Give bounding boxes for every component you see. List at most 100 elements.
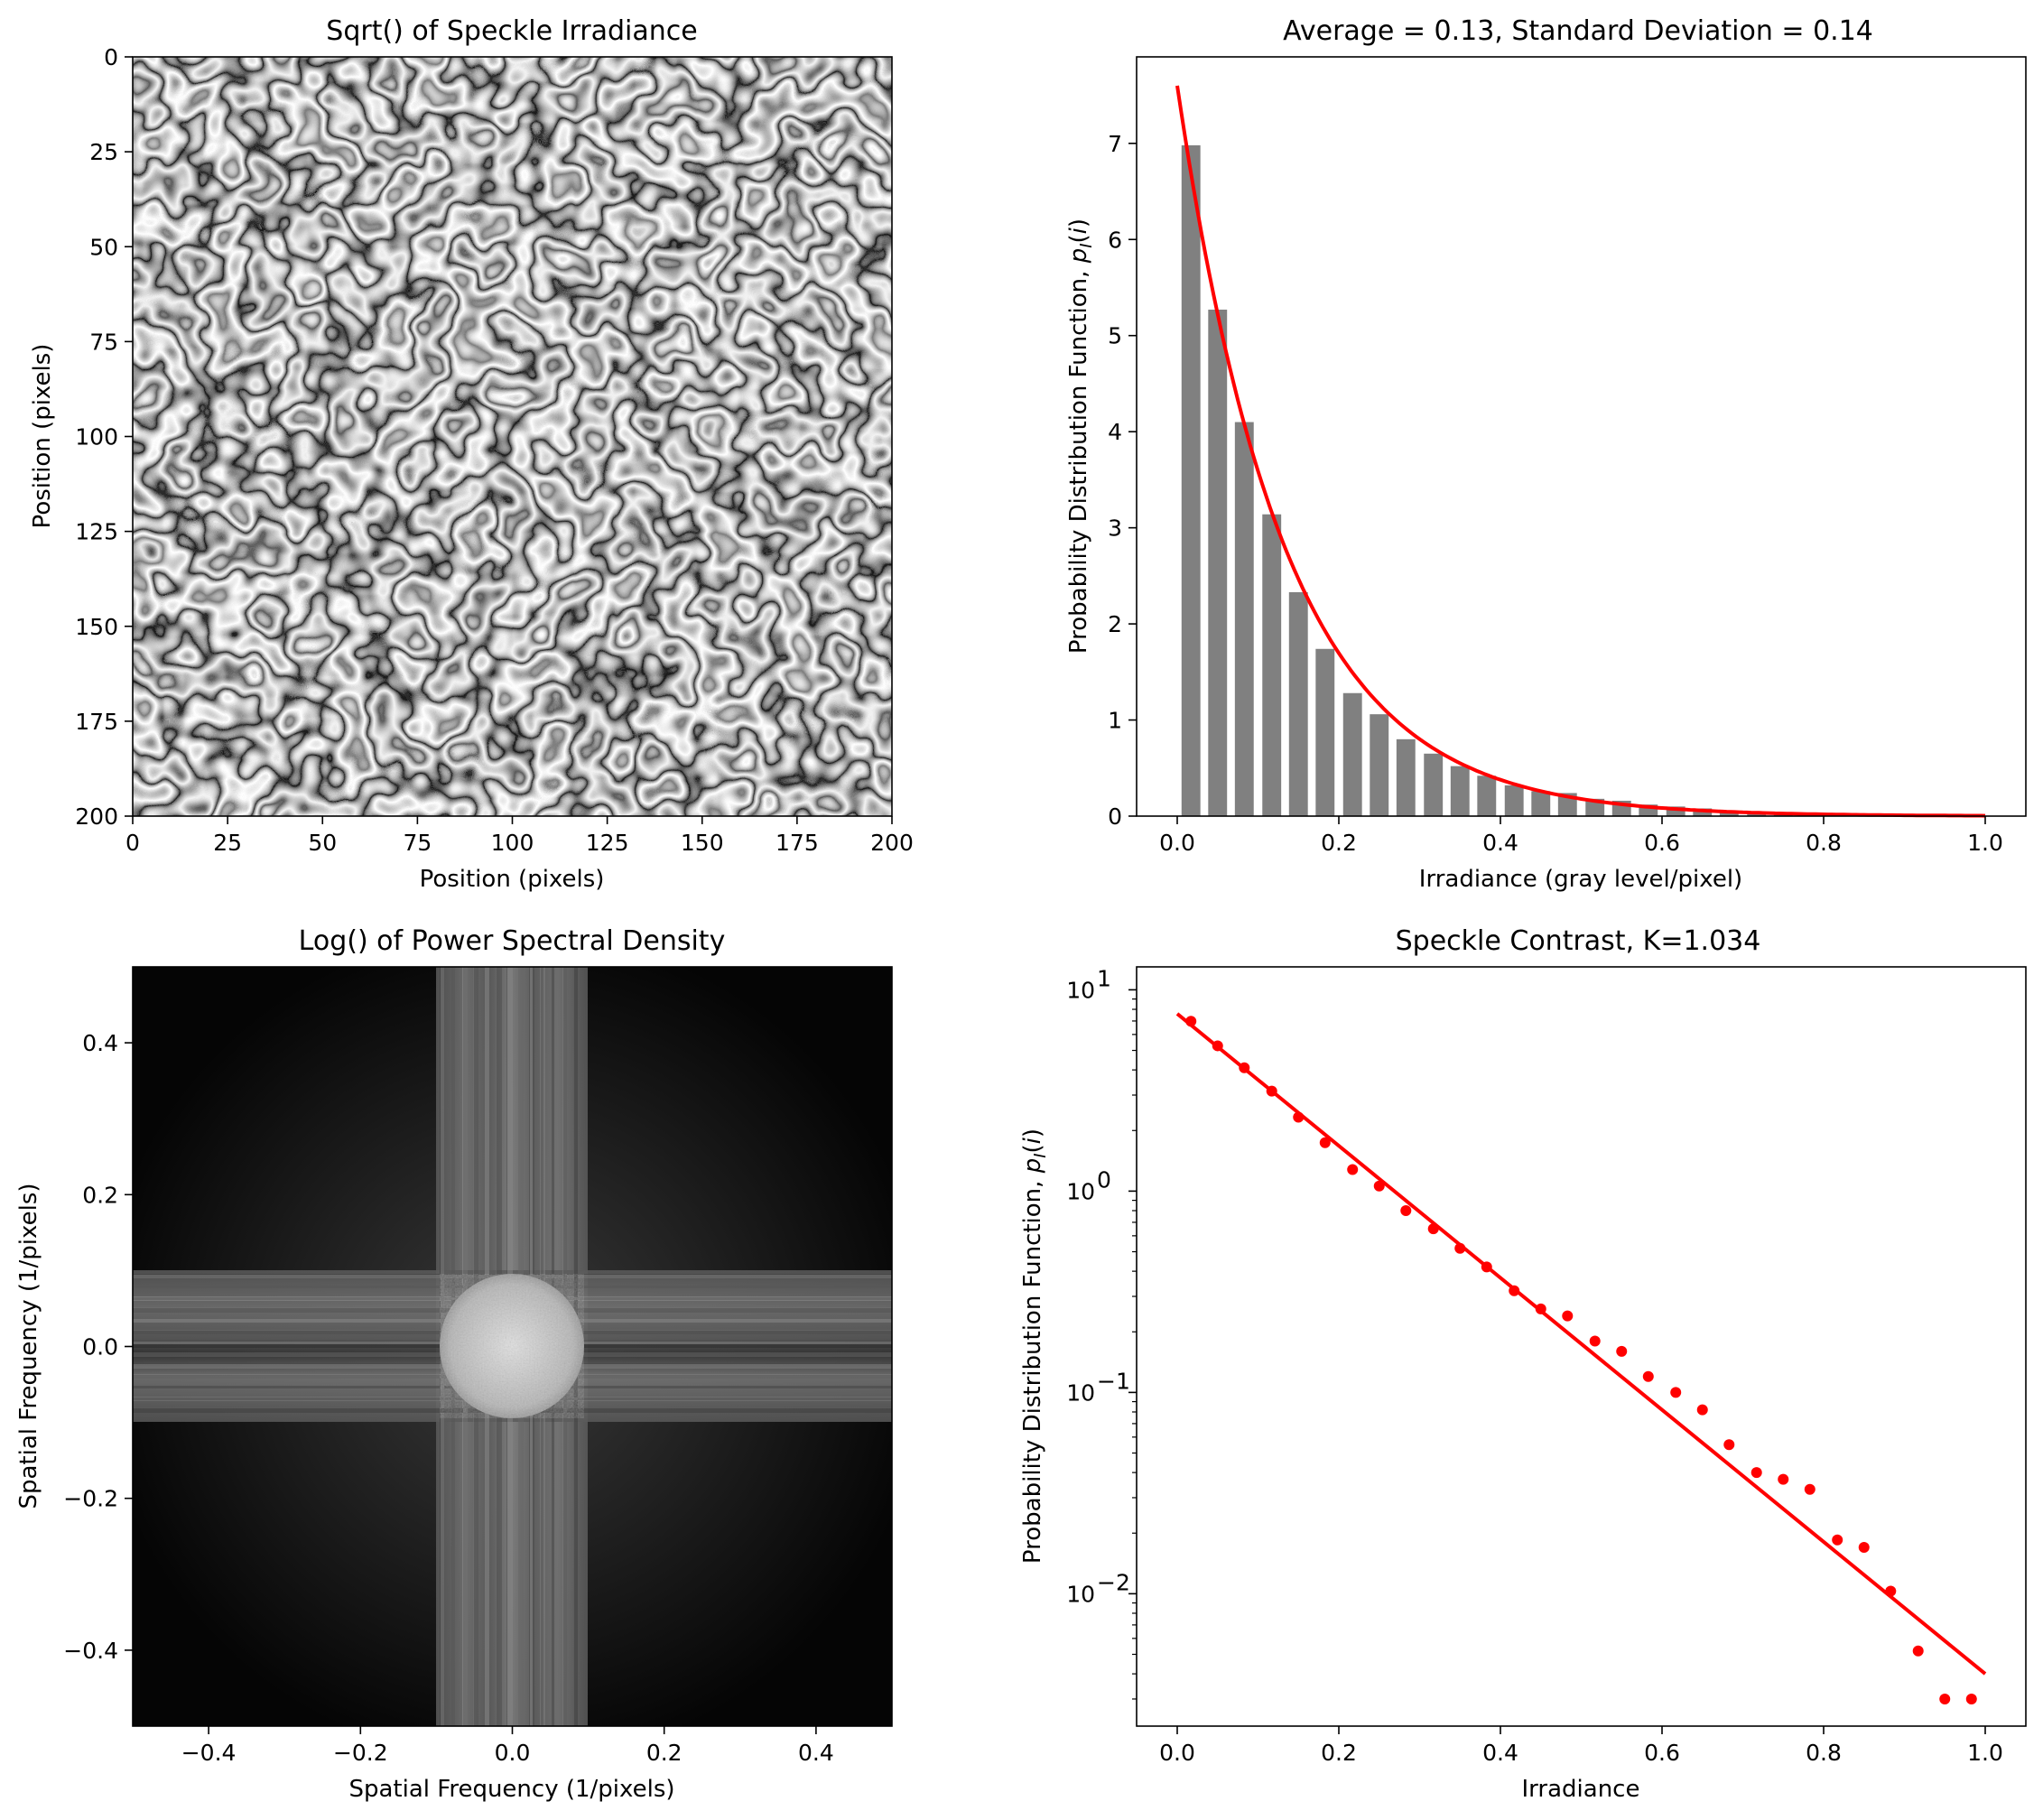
panel1-y-tick-label: 25 [89, 139, 118, 165]
panel1-y-tick-label: 200 [75, 803, 118, 830]
panel1-x-tick-label: 50 [308, 830, 337, 856]
histogram-bars [1181, 144, 1982, 817]
scatter-point [1696, 1404, 1708, 1416]
panel4-y-tick-label: 10 [1066, 1178, 1095, 1204]
scatter-point [1212, 1040, 1223, 1052]
scatter-point [1616, 1345, 1628, 1357]
histogram-bar [1315, 648, 1335, 816]
panel4-x-ticks: 0.0 0.2 0.4 0.6 0.8 1.0 [1159, 1726, 2003, 1766]
panel1-x-tick-label: 100 [491, 830, 534, 856]
panel1-x-tick-label: 125 [586, 830, 629, 856]
histogram-bar [1424, 753, 1444, 816]
panel1-ylabel: Position (pixels) [29, 344, 56, 529]
panel2-x-tick-label: 0.6 [1644, 830, 1680, 856]
panel2-y-tick-label: 6 [1108, 227, 1122, 253]
panel1-x-tick-label: 25 [213, 830, 242, 856]
scatter-point [1454, 1242, 1466, 1254]
panel4-minor-ticks [1132, 998, 1137, 1700]
panel4-title: Speckle Contrast, K=1.034 [1396, 925, 1761, 957]
histogram-bar [1181, 144, 1201, 817]
histogram-bar [1288, 591, 1308, 816]
panel3-y-ticks: 0.4 0.2 0.0 −0.2 −0.4 [63, 1030, 133, 1664]
panel4-x-tick-label: 0.8 [1806, 1740, 1842, 1766]
panel1-x-tick-label: 0 [125, 830, 140, 856]
panel4-x-tick-label: 0.6 [1644, 1740, 1680, 1766]
panel2-x-tick-label: 0.8 [1806, 830, 1842, 856]
scatter-point [1589, 1335, 1601, 1347]
panel4-y-tick-label: 10 [1066, 1379, 1095, 1406]
panel3-x-tick-label: 0.0 [495, 1740, 531, 1766]
panel2-ylabel: Probability Distribution Function, pI(i) [1065, 218, 1096, 654]
panel4-y-tick-exponent: −1 [1097, 1368, 1130, 1394]
scatter-point [1373, 1180, 1385, 1192]
scatter-point [1939, 1693, 1951, 1704]
histogram-bar [1208, 309, 1228, 816]
histogram-fit-curve [1175, 85, 1986, 818]
panel1-x-tick-label: 200 [870, 830, 914, 856]
panel-power-spectral-density: Log() of Power Spectral Density −0.4 −0.2… [15, 925, 893, 1803]
panel1-x-tick-label: 175 [775, 830, 819, 856]
panel4-x-tick-label: 1.0 [1967, 1740, 2003, 1766]
panel3-y-tick-label: −0.2 [63, 1486, 118, 1512]
panel2-y-tick-label: 7 [1108, 131, 1122, 157]
scatter-point [1642, 1370, 1654, 1382]
scatter-point [1400, 1205, 1412, 1217]
scatter-point [1912, 1645, 1924, 1657]
panel3-x-tick-label: −0.4 [181, 1740, 237, 1766]
scatter-points [1185, 1016, 1977, 1704]
panel4-xlabel: Irradiance [1522, 1776, 1640, 1803]
scatter-point [1858, 1541, 1870, 1553]
panel2-x-ticks: 0.0 0.2 0.4 0.6 0.8 1.0 [1159, 816, 2003, 856]
panel3-y-tick-label: 0.4 [82, 1030, 118, 1056]
panel1-y-tick-label: 0 [104, 44, 118, 70]
panel3-x-tick-label: −0.2 [333, 1740, 388, 1766]
panel-speckle-contrast: Speckle Contrast, K=1.034 0.0 0.2 0.4 0.6 0.… [1019, 925, 2027, 1803]
histogram-bar [1450, 766, 1470, 816]
panel3-y-tick-label: −0.4 [63, 1638, 118, 1664]
scatter-point [1481, 1261, 1492, 1273]
panel4-y-tick-label: 10 [1066, 1581, 1095, 1607]
panel-speckle-irradiance: Sqrt() of Speckle Irradiance 0 25 50 75 100 1… [29, 15, 914, 893]
panel4-ylabel: Probability Distribution Function, pI(i) [1019, 1128, 1050, 1564]
panel1-x-tick-label: 150 [681, 830, 724, 856]
panel3-x-ticks: −0.4 −0.2 0.0 0.2 0.4 [181, 1726, 834, 1766]
scatter-point [1319, 1137, 1331, 1148]
panel2-x-tick-label: 0.4 [1482, 830, 1518, 856]
panel4-y-tick-exponent: −2 [1097, 1569, 1130, 1595]
panel2-y-tick-label: 0 [1108, 803, 1122, 830]
panel1-xlabel: Position (pixels) [420, 866, 605, 893]
panel1-y-tick-label: 75 [89, 329, 118, 355]
panel2-title: Average = 0.13, Standard Deviation = 0.1… [1283, 15, 1873, 47]
panel1-y-ticks: 0 25 50 75 100 125 150 175 200 [75, 44, 133, 830]
panel4-y-tick-exponent: 1 [1097, 965, 1111, 991]
scatter-point [1804, 1483, 1815, 1495]
fit-line [1175, 1012, 1987, 1676]
panel4-y-tick-label: 10 [1066, 977, 1095, 1003]
scatter-point [1562, 1310, 1574, 1322]
scatter-point [1535, 1303, 1546, 1314]
panel3-y-tick-label: 0.0 [82, 1334, 118, 1360]
scatter-point [1427, 1223, 1439, 1235]
panel1-y-tick-label: 175 [75, 709, 118, 735]
panel4-y-tick-exponent: 0 [1097, 1166, 1111, 1193]
panel4-x-tick-label: 0.4 [1482, 1740, 1518, 1766]
psd-image [133, 967, 892, 1726]
panel1-title: Sqrt() of Speckle Irradiance [326, 15, 697, 47]
speckle-image [133, 57, 892, 816]
histogram-bar [1234, 422, 1254, 816]
histogram-bar [1531, 791, 1551, 816]
panel1-y-tick-label: 125 [75, 519, 118, 545]
panel1-x-ticks: 0 25 50 75 100 125 150 175 200 [125, 816, 914, 856]
panel3-x-tick-label: 0.4 [798, 1740, 834, 1766]
panel2-x-tick-label: 0.2 [1321, 830, 1357, 856]
scatter-point [1723, 1439, 1735, 1451]
panel2-y-ticks: 0 1 2 3 4 5 6 7 [1108, 131, 1137, 830]
panel2-x-tick-label: 0.0 [1159, 830, 1195, 856]
panel2-frame [1136, 56, 2027, 817]
scatter-point [1266, 1085, 1277, 1097]
panel1-y-tick-label: 150 [75, 614, 118, 640]
scatter-point [1832, 1534, 1843, 1546]
scatter-point [1509, 1285, 1520, 1296]
scatter-point [1965, 1693, 1977, 1704]
panel3-y-tick-label: 0.2 [82, 1182, 118, 1208]
